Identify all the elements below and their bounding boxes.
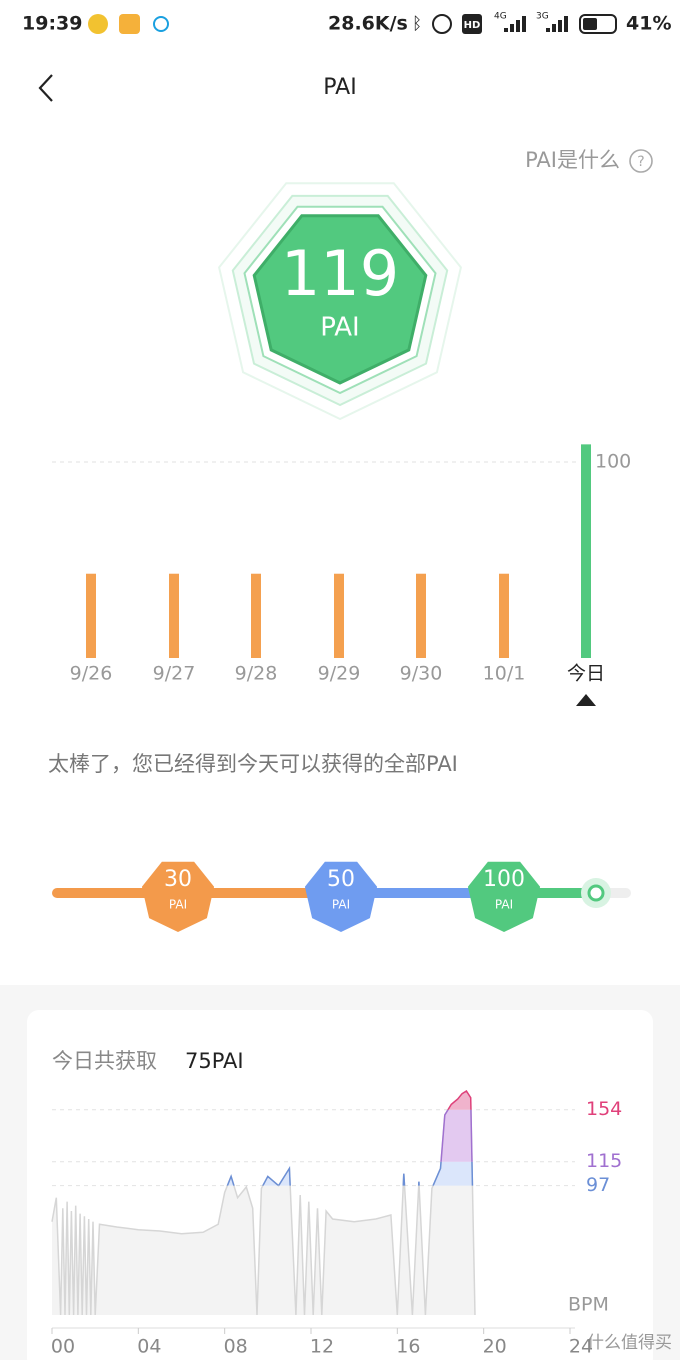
signal-icon [546, 16, 568, 32]
help-icon[interactable] [629, 149, 653, 173]
y-tick-label: 115 [586, 1150, 622, 1172]
badge-ring [218, 182, 462, 421]
x-tick-label: 08 [224, 1336, 248, 1358]
hd-label: HD [464, 20, 481, 31]
x-tick-label: 9/27 [153, 663, 196, 685]
milestone-value: 30 [164, 867, 192, 892]
status-time: 19:39 [22, 13, 82, 35]
x-tick-label: 9/28 [235, 663, 278, 685]
pai-badge [218, 182, 462, 421]
page-title: PAI [323, 75, 356, 100]
x-tick-label: 12 [310, 1336, 334, 1358]
heart-rate-line [51, 1089, 476, 1316]
x-tick-label: 10/1 [483, 663, 526, 685]
battery-level [583, 18, 597, 30]
today-label: 今日共获取 [52, 1049, 157, 1073]
alarm-icon [432, 14, 452, 34]
heart-rate-zone [448, 1091, 471, 1110]
battery-icon [579, 14, 617, 34]
status-speed: 28.6K/s [328, 13, 408, 35]
milestone-badge [304, 861, 378, 932]
bar [86, 573, 96, 658]
help-icon-label: ? [637, 154, 644, 170]
bar [416, 573, 426, 658]
badge-shape [252, 214, 428, 385]
current-marker [587, 884, 605, 902]
bar [581, 444, 591, 658]
battery-percent: 41% [626, 13, 671, 35]
x-tick-label: 20 [483, 1336, 507, 1358]
x-tick-label: 9/30 [400, 663, 443, 685]
app-icon [119, 14, 140, 34]
y-axis-label: BPM [568, 1294, 609, 1316]
x-tick-label: 9/29 [318, 663, 361, 685]
bar [169, 573, 179, 658]
y-tick-label: 97 [586, 1174, 610, 1196]
badge-unit: PAI [320, 313, 359, 343]
y-tick-label: 100 [595, 451, 631, 473]
milestone-value: 100 [483, 867, 525, 892]
app-icon [88, 14, 108, 34]
today-value: 75PAI [185, 1049, 244, 1073]
milestone-value: 50 [327, 867, 355, 892]
heart-rate-area [52, 1091, 475, 1315]
x-tick-label: 04 [137, 1336, 161, 1358]
badge-value: 119 [281, 237, 399, 310]
milestone-unit: PAI [495, 898, 513, 912]
selected-indicator [576, 694, 596, 706]
hd-icon [462, 14, 482, 34]
heart-rate-zone [227, 1161, 473, 1186]
progress-track: 30 PAI 50 PAI 100 PAI [52, 861, 631, 932]
x-tick-label: 24 [569, 1336, 593, 1358]
network-label: 4G [494, 12, 507, 22]
watermark: 什么值得买 [587, 1333, 672, 1353]
bar [499, 573, 509, 658]
bluetooth-icon: ᛒ [412, 14, 422, 34]
status-message: 太棒了，您已经得到今天可以获得的全部PAI [48, 752, 458, 776]
help-link[interactable]: PAI是什么 [525, 148, 620, 172]
milestone-badge [141, 861, 215, 932]
milestone-unit: PAI [169, 898, 187, 912]
app-icon [153, 16, 169, 32]
back-button[interactable] [38, 74, 53, 102]
heart-rate-zone [441, 1109, 472, 1162]
milestone-badge [467, 861, 541, 932]
y-tick-label: 154 [586, 1098, 622, 1120]
x-tick-label: 今日 [567, 663, 605, 685]
milestone-unit: PAI [332, 898, 350, 912]
bar [334, 573, 344, 658]
signal-icon [504, 16, 526, 32]
bar [251, 573, 261, 658]
x-tick-label: 16 [396, 1336, 420, 1358]
x-tick-label: 00 [51, 1336, 75, 1358]
x-tick-label: 9/26 [70, 663, 113, 685]
network-label: 3G [536, 12, 549, 22]
